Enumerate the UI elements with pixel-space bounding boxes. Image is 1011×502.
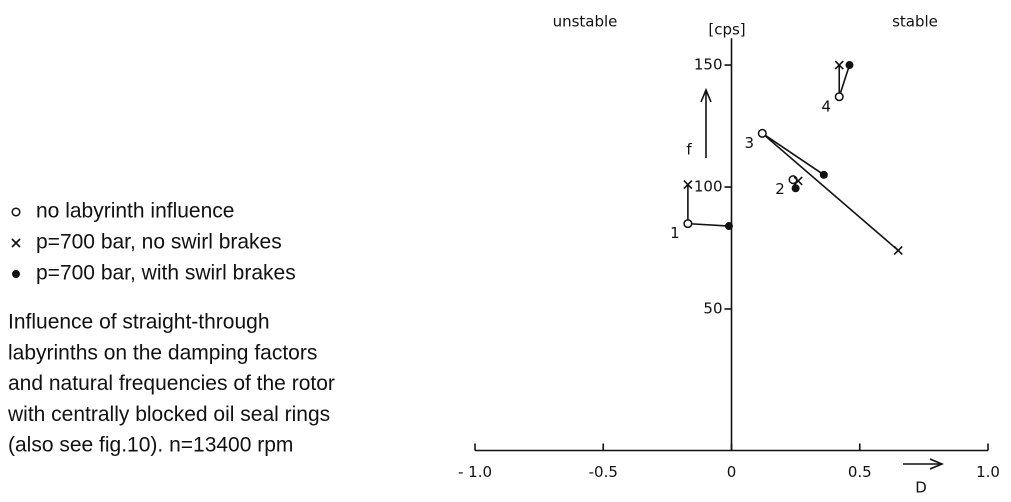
arrow-head [929,458,945,470]
point [834,92,844,102]
legend-marker [11,238,21,248]
x-tick-label: -0.5 [589,463,618,481]
y-tick-label: 50 [703,300,722,318]
region-label: unstable [553,13,618,31]
x-tick-label: 0.5 [848,463,872,481]
point [893,245,903,256]
connector [687,222,729,227]
point [757,128,767,138]
legend-marker [12,270,20,278]
caption-line: (also see fig.10). n=13400 rpm [8,434,293,457]
legend-label: p=700 bar, with swirl brakes [36,262,296,285]
group-label: 2 [775,180,785,198]
caption-line: Influence of straight-through [8,311,270,334]
legend-label: no labyrinth influence [36,200,234,223]
group-label: 3 [745,134,755,152]
group-label: 4 [821,97,831,115]
caption-line: labyrinths on the damping factors [8,341,317,364]
region-label: stable [892,13,938,31]
x-tick-label: 1.0 [976,463,1000,481]
point [724,222,733,231]
group-label: 1 [670,224,680,242]
y-tick-label: 150 [694,56,723,74]
point [819,170,828,179]
point [683,219,693,229]
arrow-head [700,87,712,103]
point [834,60,844,70]
caption-line: with centrally blocked oil seal rings [7,403,330,426]
point [845,61,854,70]
legend-label: p=700 bar, no swirl brakes [36,231,282,254]
x-tick-label: 0 [727,463,737,481]
connector [838,64,851,97]
x-tick-label: - 1.0 [458,463,492,481]
caption-line: and natural frequencies of the rotor [8,372,335,395]
x-axis-label: D [915,479,927,497]
point [791,184,800,193]
y-unit: [cps] [708,21,745,39]
y-axis-label: f [686,141,692,159]
point [683,180,693,190]
connector [761,132,825,176]
legend-marker [11,207,21,217]
y-tick-label: 100 [694,178,723,196]
connector [761,132,899,252]
point [793,176,803,186]
